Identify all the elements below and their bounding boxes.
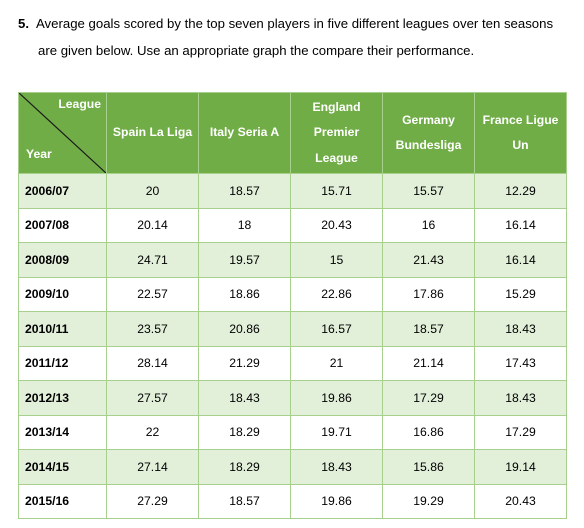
value-cell: 17.86 <box>382 276 475 312</box>
value-cell: 16.86 <box>382 414 475 450</box>
diagonal-divider <box>19 93 106 173</box>
header-italy: Italy Seria A <box>198 92 291 174</box>
table-row: 2006/07 20 18.57 15.71 15.57 12.29 <box>18 173 567 209</box>
value-cell: 20.14 <box>106 207 199 243</box>
value-cell: 17.29 <box>382 380 475 416</box>
value-cell: 12.29 <box>474 173 567 209</box>
value-cell: 22.86 <box>290 276 383 312</box>
table-row: 2014/15 27.14 18.29 18.43 15.86 19.14 <box>18 449 567 485</box>
value-cell: 22 <box>106 414 199 450</box>
value-cell: 27.57 <box>106 380 199 416</box>
value-cell: 15.71 <box>290 173 383 209</box>
value-cell: 18.43 <box>474 380 567 416</box>
table-row: 2007/08 20.14 18 20.43 16 16.14 <box>18 207 567 243</box>
value-cell: 19.86 <box>290 483 383 519</box>
year-cell: 2013/14 <box>18 414 107 450</box>
value-cell: 16.14 <box>474 242 567 278</box>
value-cell: 28.14 <box>106 345 199 381</box>
value-cell: 19.57 <box>198 242 291 278</box>
value-cell: 18.43 <box>474 311 567 347</box>
value-cell: 27.14 <box>106 449 199 485</box>
goals-table: League Year Spain La Liga Italy Seria A … <box>18 92 567 519</box>
year-cell: 2006/07 <box>18 173 107 209</box>
value-cell: 18.86 <box>198 276 291 312</box>
question-line-1-text: Average goals scored by the top seven pl… <box>36 16 554 31</box>
table-row: 2012/13 27.57 18.43 19.86 17.29 18.43 <box>18 380 567 416</box>
table-row: 2008/09 24.71 19.57 15 21.43 16.14 <box>18 242 567 278</box>
header-spain: Spain La Liga <box>106 92 199 174</box>
corner-league-label: League <box>58 97 101 111</box>
value-cell: 20.43 <box>474 483 567 519</box>
header-germany: Germany Bundesliga <box>382 92 475 174</box>
year-cell: 2007/08 <box>18 207 107 243</box>
year-cell: 2011/12 <box>18 345 107 381</box>
question-line-2: are given below. Use an appropriate grap… <box>38 43 475 58</box>
value-cell: 18 <box>198 207 291 243</box>
value-cell: 27.29 <box>106 483 199 519</box>
value-cell: 15.57 <box>382 173 475 209</box>
table-row: 2011/12 28.14 21.29 21 21.14 17.43 <box>18 345 567 381</box>
value-cell: 19.86 <box>290 380 383 416</box>
value-cell: 18.29 <box>198 414 291 450</box>
value-cell: 21.29 <box>198 345 291 381</box>
table-row: 2015/16 27.29 18.57 19.86 19.29 20.43 <box>18 483 567 519</box>
value-cell: 16.14 <box>474 207 567 243</box>
question-text: 5. Average goals scored by the top seven … <box>18 10 574 64</box>
value-cell: 15.86 <box>382 449 475 485</box>
value-cell: 22.57 <box>106 276 199 312</box>
header-france: France Ligue Un <box>474 92 567 174</box>
value-cell: 18.57 <box>382 311 475 347</box>
header-england: England Premier League <box>290 92 383 174</box>
year-cell: 2008/09 <box>18 242 107 278</box>
value-cell: 15 <box>290 242 383 278</box>
corner-year-label: Year <box>26 147 52 161</box>
value-cell: 18.43 <box>290 449 383 485</box>
year-cell: 2012/13 <box>18 380 107 416</box>
value-cell: 24.71 <box>106 242 199 278</box>
value-cell: 19.71 <box>290 414 383 450</box>
table-row: 2010/11 23.57 20.86 16.57 18.57 18.43 <box>18 311 567 347</box>
year-cell: 2009/10 <box>18 276 107 312</box>
value-cell: 21.43 <box>382 242 475 278</box>
value-cell: 15.29 <box>474 276 567 312</box>
year-cell: 2014/15 <box>18 449 107 485</box>
value-cell: 19.14 <box>474 449 567 485</box>
value-cell: 19.29 <box>382 483 475 519</box>
value-cell: 16 <box>382 207 475 243</box>
value-cell: 20.43 <box>290 207 383 243</box>
value-cell: 21.14 <box>382 345 475 381</box>
table-row: 2013/14 22 18.29 19.71 16.86 17.29 <box>18 414 567 450</box>
value-cell: 23.57 <box>106 311 199 347</box>
value-cell: 18.57 <box>198 173 291 209</box>
value-cell: 21 <box>290 345 383 381</box>
table-header-row: League Year Spain La Liga Italy Seria A … <box>18 92 567 174</box>
value-cell: 17.29 <box>474 414 567 450</box>
value-cell: 17.43 <box>474 345 567 381</box>
value-cell: 16.57 <box>290 311 383 347</box>
year-cell: 2015/16 <box>18 483 107 519</box>
year-cell: 2010/11 <box>18 311 107 347</box>
question-number: 5. <box>18 16 29 31</box>
value-cell: 18.43 <box>198 380 291 416</box>
question-line-1: 5. Average goals scored by the top seven … <box>18 10 574 37</box>
corner-header-cell: League Year <box>18 92 107 174</box>
table-body: 2006/07 20 18.57 15.71 15.57 12.29 2007/08 20.1… <box>18 173 567 519</box>
value-cell: 18.29 <box>198 449 291 485</box>
value-cell: 20 <box>106 173 199 209</box>
value-cell: 20.86 <box>198 311 291 347</box>
table-row: 2009/10 22.57 18.86 22.86 17.86 15.29 <box>18 276 567 312</box>
value-cell: 18.57 <box>198 483 291 519</box>
